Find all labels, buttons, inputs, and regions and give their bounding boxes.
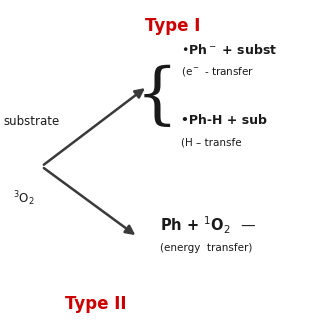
Text: Type I: Type I <box>145 17 201 35</box>
Text: $^3$O$_2$: $^3$O$_2$ <box>13 189 34 208</box>
Text: •Ph$^-$ + subst: •Ph$^-$ + subst <box>181 43 277 57</box>
Text: •Ph-H + sub: •Ph-H + sub <box>181 114 267 126</box>
Text: Ph + $^1$O$_2$  —: Ph + $^1$O$_2$ — <box>160 215 256 236</box>
Text: (H – transfe: (H – transfe <box>181 137 241 148</box>
Text: Type II: Type II <box>65 295 127 313</box>
Text: substrate: substrate <box>3 115 60 128</box>
Text: (e$^-$ - transfer: (e$^-$ - transfer <box>181 66 254 78</box>
Text: (energy  transfer): (energy transfer) <box>160 243 252 253</box>
Text: {: { <box>136 65 178 130</box>
